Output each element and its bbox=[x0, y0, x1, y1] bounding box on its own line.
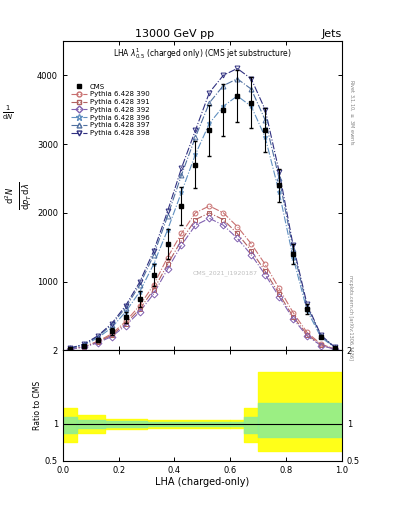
Y-axis label: $\mathrm{d}^2N$
$\overline{\mathrm{d}p_T\,\mathrm{d}\lambda}$: $\mathrm{d}^2N$ $\overline{\mathrm{d}p_T… bbox=[4, 182, 34, 210]
Text: LHA $\lambda^{1}_{0.5}$ (charged only) (CMS jet substructure): LHA $\lambda^{1}_{0.5}$ (charged only) (… bbox=[113, 46, 292, 60]
Text: mcplots.cern.ch [arXiv:1306.3436]: mcplots.cern.ch [arXiv:1306.3436] bbox=[348, 275, 353, 360]
Text: $\frac{1}{\mathrm{d}N}$: $\frac{1}{\mathrm{d}N}$ bbox=[2, 103, 13, 122]
Text: Rivet 3.1.10, $\geq$ 3M events: Rivet 3.1.10, $\geq$ 3M events bbox=[348, 79, 355, 146]
Legend: CMS, Pythia 6.428 390, Pythia 6.428 391, Pythia 6.428 392, Pythia 6.428 396, Pyt: CMS, Pythia 6.428 390, Pythia 6.428 391,… bbox=[69, 81, 152, 138]
Text: CMS_2021_I1920187: CMS_2021_I1920187 bbox=[192, 270, 257, 276]
Title: 13000 GeV pp: 13000 GeV pp bbox=[135, 29, 214, 39]
X-axis label: LHA (charged-only): LHA (charged-only) bbox=[155, 477, 250, 487]
Y-axis label: Ratio to CMS: Ratio to CMS bbox=[33, 381, 42, 430]
Text: Jets: Jets bbox=[321, 29, 342, 39]
